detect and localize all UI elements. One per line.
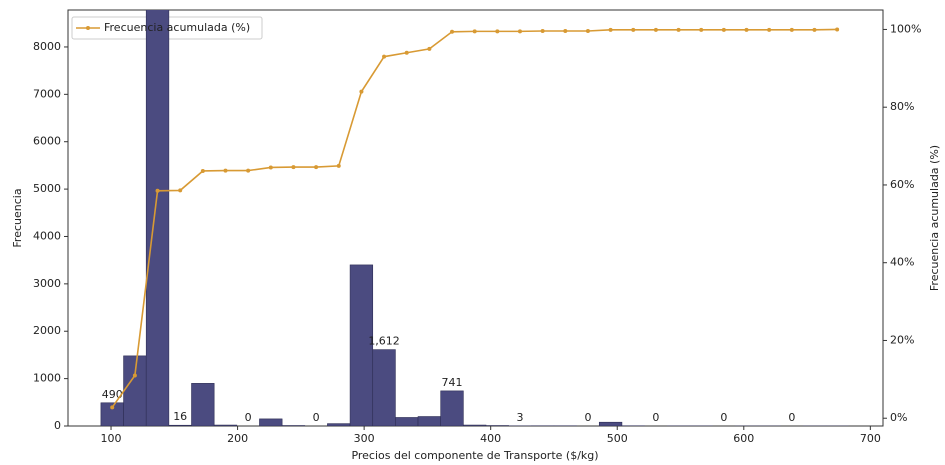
y-tick-label: 2000 [33,324,61,337]
bar-value-label: 0 [652,411,659,424]
bar-value-label: 1,612 [368,335,400,348]
cumulative-point [336,163,341,168]
cumulative-point [812,27,817,32]
y2-tick-label: 80% [890,100,914,113]
bar-value-label: 0 [313,411,320,424]
x-tick-label: 600 [733,432,754,445]
cumulative-point [563,28,568,33]
x-tick-label: 700 [860,432,881,445]
y-tick-label: 6000 [33,135,61,148]
cumulative-point [359,89,364,94]
cumulative-point [291,165,296,170]
cumulative-point [155,188,160,193]
bar [349,264,374,426]
bar [145,10,170,426]
bar-value-label: 0 [720,411,727,424]
cumulative-point [699,27,704,32]
bar-value-label: 0 [788,411,795,424]
y-tick-label: 5000 [33,182,61,195]
x-axis-label: Precios del componente de Transporte ($/… [351,449,598,462]
cumulative-point [676,27,681,32]
bar [213,424,238,426]
cumulative-point [495,29,500,34]
cumulative-point [246,168,251,173]
y2-tick-label: 0% [890,411,907,424]
bar-value-label: 16 [173,410,187,423]
cumulative-point [110,405,115,410]
cumulative-point [608,27,613,32]
cumulative-point [721,27,726,32]
bar [327,423,351,426]
bar [168,424,192,426]
y2-tick-label: 40% [890,256,914,269]
bar-value-label: 0 [245,411,252,424]
cumulative-point [767,27,772,32]
y-tick-label: 1000 [33,372,61,385]
cumulative-point [744,27,749,32]
y-tick-label: 4000 [33,229,61,242]
y2-axis-label: Frecuencia acumulada (%) [928,145,941,291]
y2-tick-label: 20% [890,333,914,346]
bars [100,10,849,426]
y-tick-label: 0 [54,419,61,432]
bar [440,390,464,426]
cumulative-point [472,29,477,34]
y-tick-label: 8000 [33,40,61,53]
cumulative-point [540,28,545,33]
cumulative-point [382,54,387,59]
bar-value-label: 741 [442,376,463,389]
cumulative-point [223,168,228,173]
bar-value-label: 490 [102,388,123,401]
y-axis-label: Frecuencia [11,188,24,247]
legend-label: Frecuencia acumulada (%) [104,21,250,34]
plot-frame [67,9,884,427]
cumulative-point [404,50,409,55]
cumulative-point [200,168,205,173]
y-tick-label: 3000 [33,277,61,290]
x-tick-label: 300 [354,432,375,445]
cumulative-point [631,27,636,32]
bar-value-label: 3 [516,411,523,424]
cumulative-point [517,29,522,34]
cumulative-point [585,28,590,33]
legend-marker [86,26,90,30]
cumulative-point [132,373,137,378]
bar [259,418,283,426]
bar [123,355,147,426]
cumulative-point [178,188,183,193]
x-tick-label: 500 [607,432,628,445]
cumulative-point [314,165,319,170]
y2-tick-label: 100% [890,22,921,35]
bar [598,421,623,426]
cumulative-line [111,28,838,408]
bar-value-label: 0 [584,411,591,424]
x-tick-label: 400 [480,432,501,445]
y-tick-label: 7000 [33,87,61,100]
cumulative-point [427,46,432,51]
y2-tick-label: 60% [890,178,914,191]
bar [372,349,396,426]
bar [417,416,441,426]
bar [463,424,487,426]
cumulative-point [789,27,794,32]
bar [191,383,215,426]
cumulative-point [268,165,273,170]
cumulative-point [653,27,658,32]
x-tick-label: 200 [227,432,248,445]
cumulative-point [835,27,840,32]
bar [395,417,419,426]
cumulative-point [450,29,455,34]
x-tick-label: 100 [101,432,122,445]
